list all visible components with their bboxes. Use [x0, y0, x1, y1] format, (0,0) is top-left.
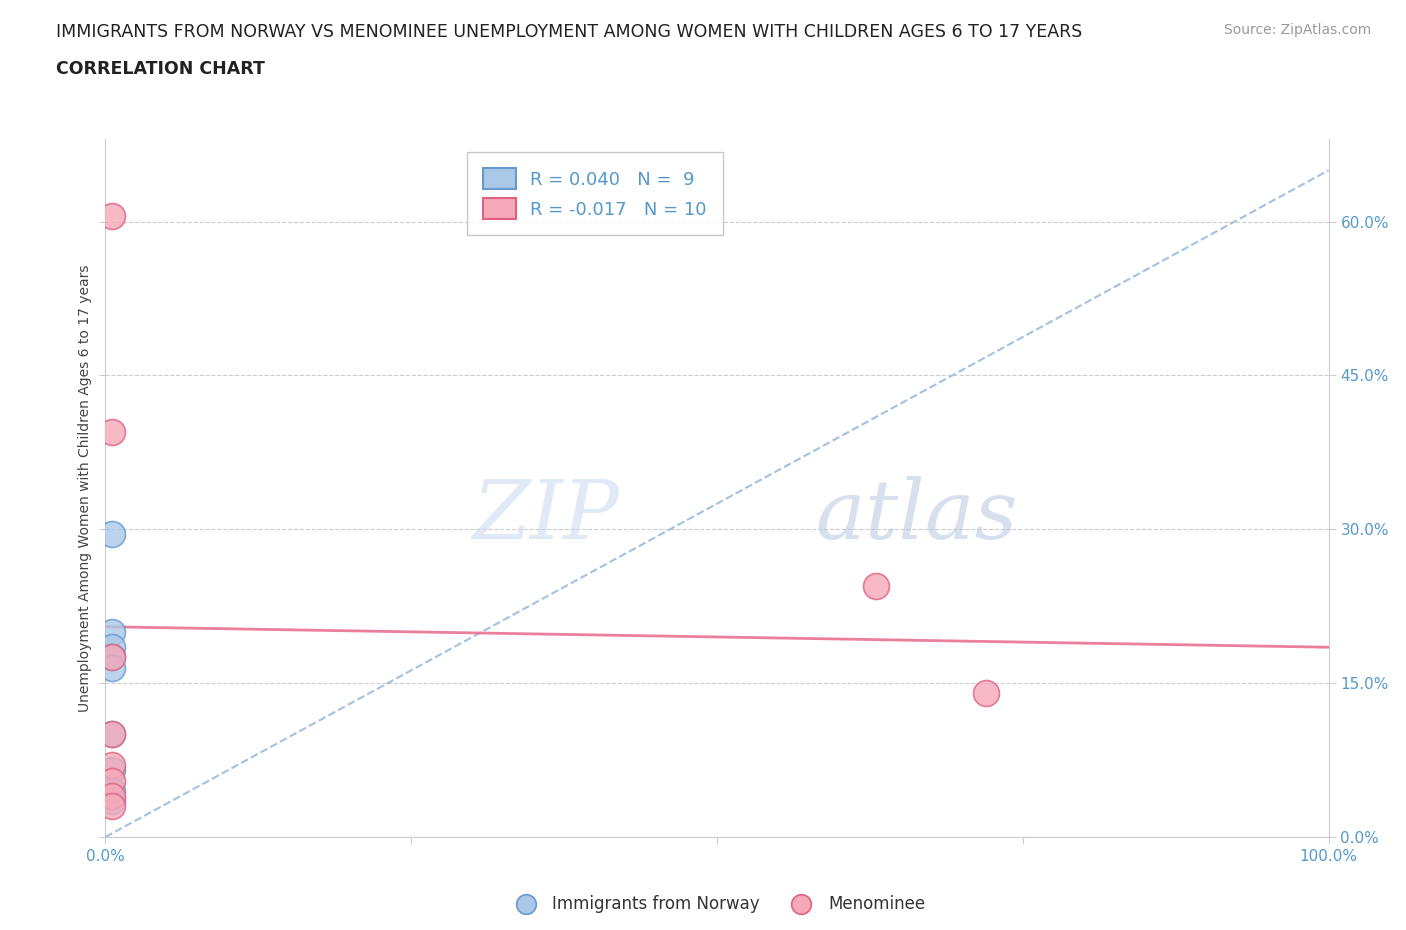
Legend: Immigrants from Norway, Menominee: Immigrants from Norway, Menominee — [502, 888, 932, 920]
Point — [100, 727, 122, 742]
Point — [100, 650, 122, 665]
Point — [100, 763, 122, 777]
Point — [100, 660, 122, 675]
Point — [100, 624, 122, 639]
Point — [100, 727, 122, 742]
Text: Source: ZipAtlas.com: Source: ZipAtlas.com — [1223, 23, 1371, 37]
Y-axis label: Unemployment Among Women with Children Ages 6 to 17 years: Unemployment Among Women with Children A… — [77, 264, 91, 712]
Text: CORRELATION CHART: CORRELATION CHART — [56, 60, 266, 78]
Point — [865, 578, 887, 593]
Point — [100, 424, 122, 439]
Point — [100, 758, 122, 773]
Point — [974, 686, 997, 701]
Point — [100, 527, 122, 542]
Point — [100, 773, 122, 788]
Text: IMMIGRANTS FROM NORWAY VS MENOMINEE UNEMPLOYMENT AMONG WOMEN WITH CHILDREN AGES : IMMIGRANTS FROM NORWAY VS MENOMINEE UNEM… — [56, 23, 1083, 41]
Point — [100, 650, 122, 665]
Point — [100, 640, 122, 655]
Point — [100, 789, 122, 804]
Text: atlas: atlas — [815, 476, 1018, 556]
Point — [100, 799, 122, 814]
Point — [100, 209, 122, 224]
Point — [100, 783, 122, 798]
Text: ZIP: ZIP — [472, 476, 619, 556]
Point — [100, 793, 122, 808]
